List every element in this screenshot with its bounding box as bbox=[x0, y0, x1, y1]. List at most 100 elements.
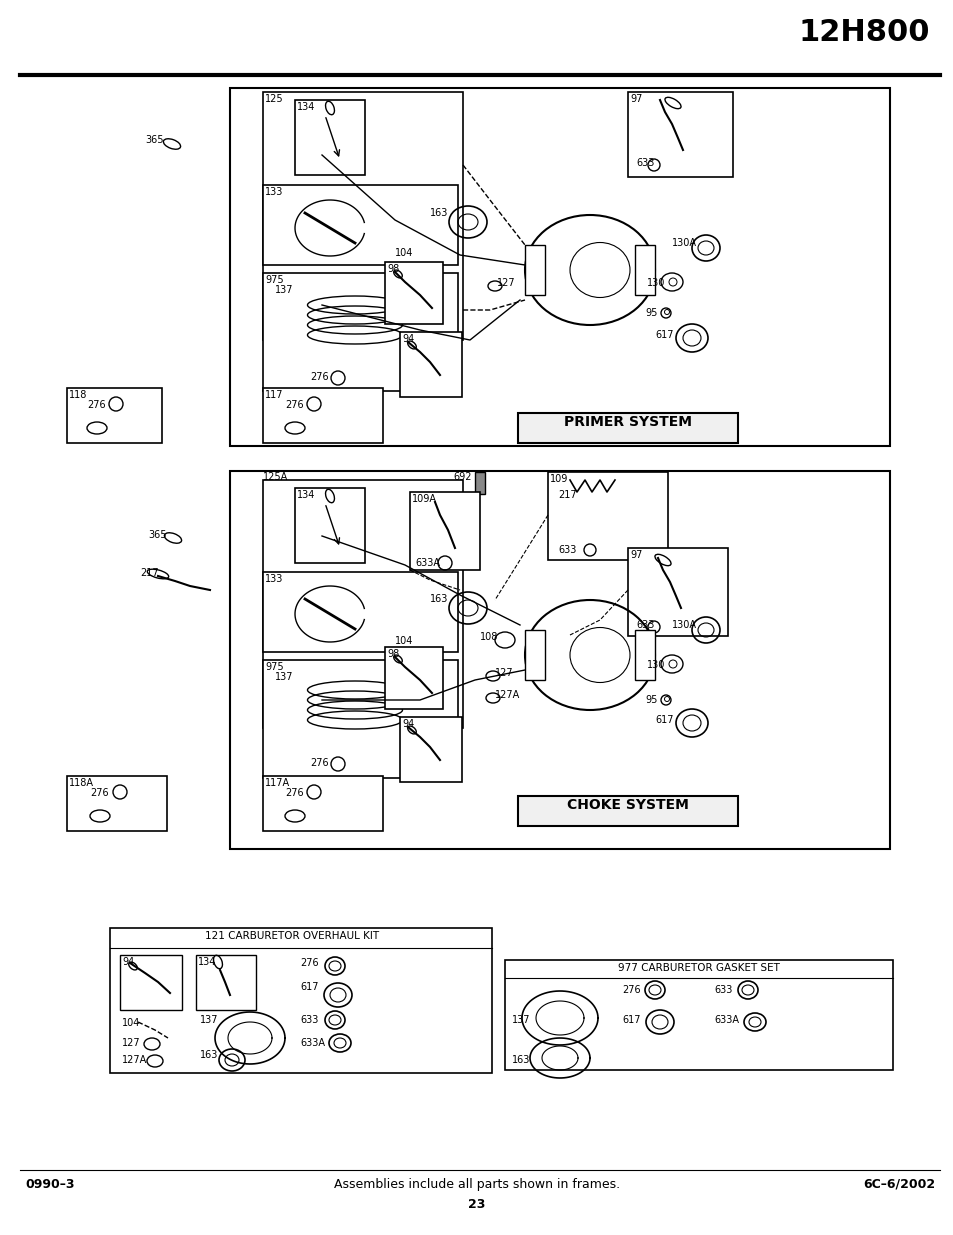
Bar bbox=[263, 480, 462, 727]
Bar bbox=[410, 492, 479, 571]
Text: 108: 108 bbox=[479, 632, 497, 642]
Text: 98: 98 bbox=[387, 264, 399, 274]
Text: 276: 276 bbox=[310, 758, 328, 768]
Text: 98: 98 bbox=[387, 650, 399, 659]
Text: 130: 130 bbox=[646, 659, 664, 671]
Text: 104: 104 bbox=[122, 1018, 140, 1028]
Bar bbox=[627, 91, 732, 177]
Bar bbox=[627, 548, 727, 636]
Bar bbox=[517, 797, 738, 826]
Text: 94: 94 bbox=[401, 719, 414, 729]
Text: 276: 276 bbox=[621, 986, 640, 995]
Text: 617: 617 bbox=[621, 1015, 639, 1025]
Text: 137: 137 bbox=[274, 285, 294, 295]
Text: 94: 94 bbox=[122, 957, 134, 967]
Text: 104: 104 bbox=[395, 636, 413, 646]
Bar bbox=[635, 245, 655, 295]
Text: 134: 134 bbox=[296, 103, 315, 112]
Text: 130A: 130A bbox=[671, 238, 697, 248]
Text: 276: 276 bbox=[285, 400, 303, 410]
Text: 633: 633 bbox=[636, 158, 654, 168]
Bar bbox=[524, 630, 544, 680]
Text: 118: 118 bbox=[69, 390, 88, 400]
Text: 137: 137 bbox=[512, 1015, 530, 1025]
Text: 117A: 117A bbox=[265, 778, 290, 788]
Text: 633A: 633A bbox=[299, 1037, 325, 1049]
Text: 633: 633 bbox=[299, 1015, 318, 1025]
Text: 95: 95 bbox=[644, 308, 657, 317]
Text: 163: 163 bbox=[200, 1050, 218, 1060]
Bar bbox=[547, 472, 667, 559]
Text: 163: 163 bbox=[430, 594, 448, 604]
Text: 94: 94 bbox=[401, 333, 414, 345]
Bar bbox=[263, 273, 457, 391]
Text: 127: 127 bbox=[122, 1037, 140, 1049]
Bar bbox=[294, 100, 365, 175]
Text: 276: 276 bbox=[90, 788, 109, 798]
Bar bbox=[263, 91, 462, 340]
Text: 692: 692 bbox=[453, 472, 471, 482]
Text: 365: 365 bbox=[148, 530, 167, 540]
Text: 127: 127 bbox=[495, 668, 513, 678]
Text: 121 CARBURETOR OVERHAUL KIT: 121 CARBURETOR OVERHAUL KIT bbox=[205, 931, 378, 941]
Text: 133: 133 bbox=[265, 186, 283, 198]
Bar bbox=[230, 471, 889, 848]
Text: 127A: 127A bbox=[122, 1055, 147, 1065]
Text: 134: 134 bbox=[198, 957, 216, 967]
Text: CHOKE SYSTEM: CHOKE SYSTEM bbox=[566, 798, 688, 811]
Bar bbox=[263, 185, 457, 266]
Text: 6C–6/2002: 6C–6/2002 bbox=[862, 1178, 934, 1191]
Text: 633: 633 bbox=[636, 620, 654, 630]
Bar bbox=[263, 572, 457, 652]
Text: 617: 617 bbox=[655, 715, 673, 725]
Bar bbox=[263, 388, 382, 443]
Text: 617: 617 bbox=[655, 330, 673, 340]
Text: 133: 133 bbox=[265, 574, 283, 584]
Bar bbox=[195, 955, 255, 1010]
Bar bbox=[294, 488, 365, 563]
Text: 109: 109 bbox=[550, 474, 568, 484]
Text: 217: 217 bbox=[558, 490, 576, 500]
Bar bbox=[399, 718, 461, 782]
Bar bbox=[475, 472, 484, 494]
Bar bbox=[67, 388, 162, 443]
Text: 97: 97 bbox=[629, 550, 641, 559]
Text: 217: 217 bbox=[140, 568, 158, 578]
Bar bbox=[504, 960, 892, 1070]
Text: 23: 23 bbox=[468, 1198, 485, 1212]
Text: 163: 163 bbox=[512, 1055, 530, 1065]
Bar bbox=[230, 88, 889, 446]
Text: 633A: 633A bbox=[713, 1015, 739, 1025]
Text: 109A: 109A bbox=[412, 494, 436, 504]
Bar bbox=[67, 776, 167, 831]
Text: 125A: 125A bbox=[263, 472, 288, 482]
Text: 130: 130 bbox=[646, 278, 664, 288]
Text: 975: 975 bbox=[265, 662, 283, 672]
Bar bbox=[385, 262, 442, 324]
Bar bbox=[517, 412, 738, 443]
Text: 617: 617 bbox=[299, 982, 318, 992]
Text: 127A: 127A bbox=[495, 690, 519, 700]
Text: 633: 633 bbox=[558, 545, 576, 555]
Text: 276: 276 bbox=[299, 958, 318, 968]
Bar bbox=[110, 927, 492, 1073]
Text: 276: 276 bbox=[310, 372, 328, 382]
Bar bbox=[385, 647, 442, 709]
Text: PRIMER SYSTEM: PRIMER SYSTEM bbox=[563, 415, 691, 429]
Text: 97: 97 bbox=[629, 94, 641, 104]
Text: 134: 134 bbox=[296, 490, 315, 500]
Text: 977 CARBURETOR GASKET SET: 977 CARBURETOR GASKET SET bbox=[618, 963, 780, 973]
Text: 118A: 118A bbox=[69, 778, 94, 788]
Text: 95: 95 bbox=[644, 695, 657, 705]
Text: 633: 633 bbox=[713, 986, 732, 995]
Bar bbox=[635, 630, 655, 680]
Text: 117: 117 bbox=[265, 390, 283, 400]
Text: 633A: 633A bbox=[415, 558, 439, 568]
Bar bbox=[263, 776, 382, 831]
Text: 12H800: 12H800 bbox=[798, 19, 929, 47]
Bar bbox=[524, 245, 544, 295]
Text: 276: 276 bbox=[285, 788, 303, 798]
Text: 130A: 130A bbox=[671, 620, 697, 630]
Text: Assemblies include all parts shown in frames.: Assemblies include all parts shown in fr… bbox=[334, 1178, 619, 1191]
Text: 975: 975 bbox=[265, 275, 283, 285]
